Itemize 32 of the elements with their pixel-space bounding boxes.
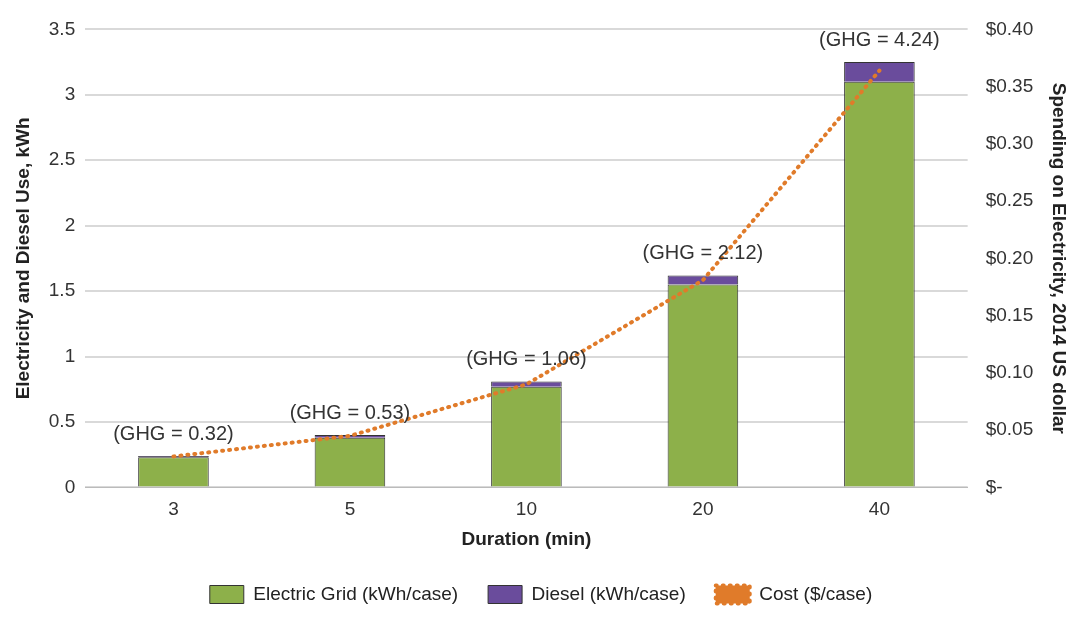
y2-tick-label: $0.10 [985,361,1034,383]
y2-tick-label: $0.15 [985,303,1034,325]
x-tick-label: 5 [344,498,356,520]
annotation: (GHG = 4.24) [819,27,940,50]
x-axis-title: Duration (min) [461,527,592,549]
legend-label: Electric Grid (kWh/case) [253,582,459,604]
x-tick-label: 20 [692,498,714,520]
y-tick-label: 2.5 [48,148,76,170]
y-axis-title: Electricity and Diesel Use, kWh [11,117,33,400]
y-tick-label: 3.5 [48,17,76,39]
legend-label: Diesel (kWh/case) [531,582,686,604]
y2-tick-label: $0.20 [985,246,1034,268]
y2-tick-label: $- [985,475,1003,497]
x-tick-label: 40 [868,498,890,520]
annotation: (GHG = 0.32) [113,421,234,444]
y2-tick-label: $0.05 [985,418,1034,440]
legend-label: Cost ($/case) [759,582,873,604]
y-tick-label: 0 [64,475,76,497]
x-tick-label: 10 [515,498,537,520]
y2-tick-label: $0.25 [985,189,1034,211]
y2-tick-label: $0.40 [985,17,1034,39]
y2-tick-label: $0.30 [985,132,1034,154]
y-tick-label: 3 [64,83,76,105]
line-series [171,68,882,459]
annotation: (GHG = 0.53) [289,400,411,423]
y-tick-label: 1 [64,344,76,366]
x-tick-label: 3 [168,498,179,520]
y-tick-label: 1.5 [48,279,76,301]
y-tick-label: 2 [64,213,76,235]
y-tick-label: 0.5 [48,410,76,432]
y2-axis-title: Spending on Electricity, 2014 US dollar [1049,82,1071,435]
y2-tick-label: $0.35 [985,74,1034,96]
